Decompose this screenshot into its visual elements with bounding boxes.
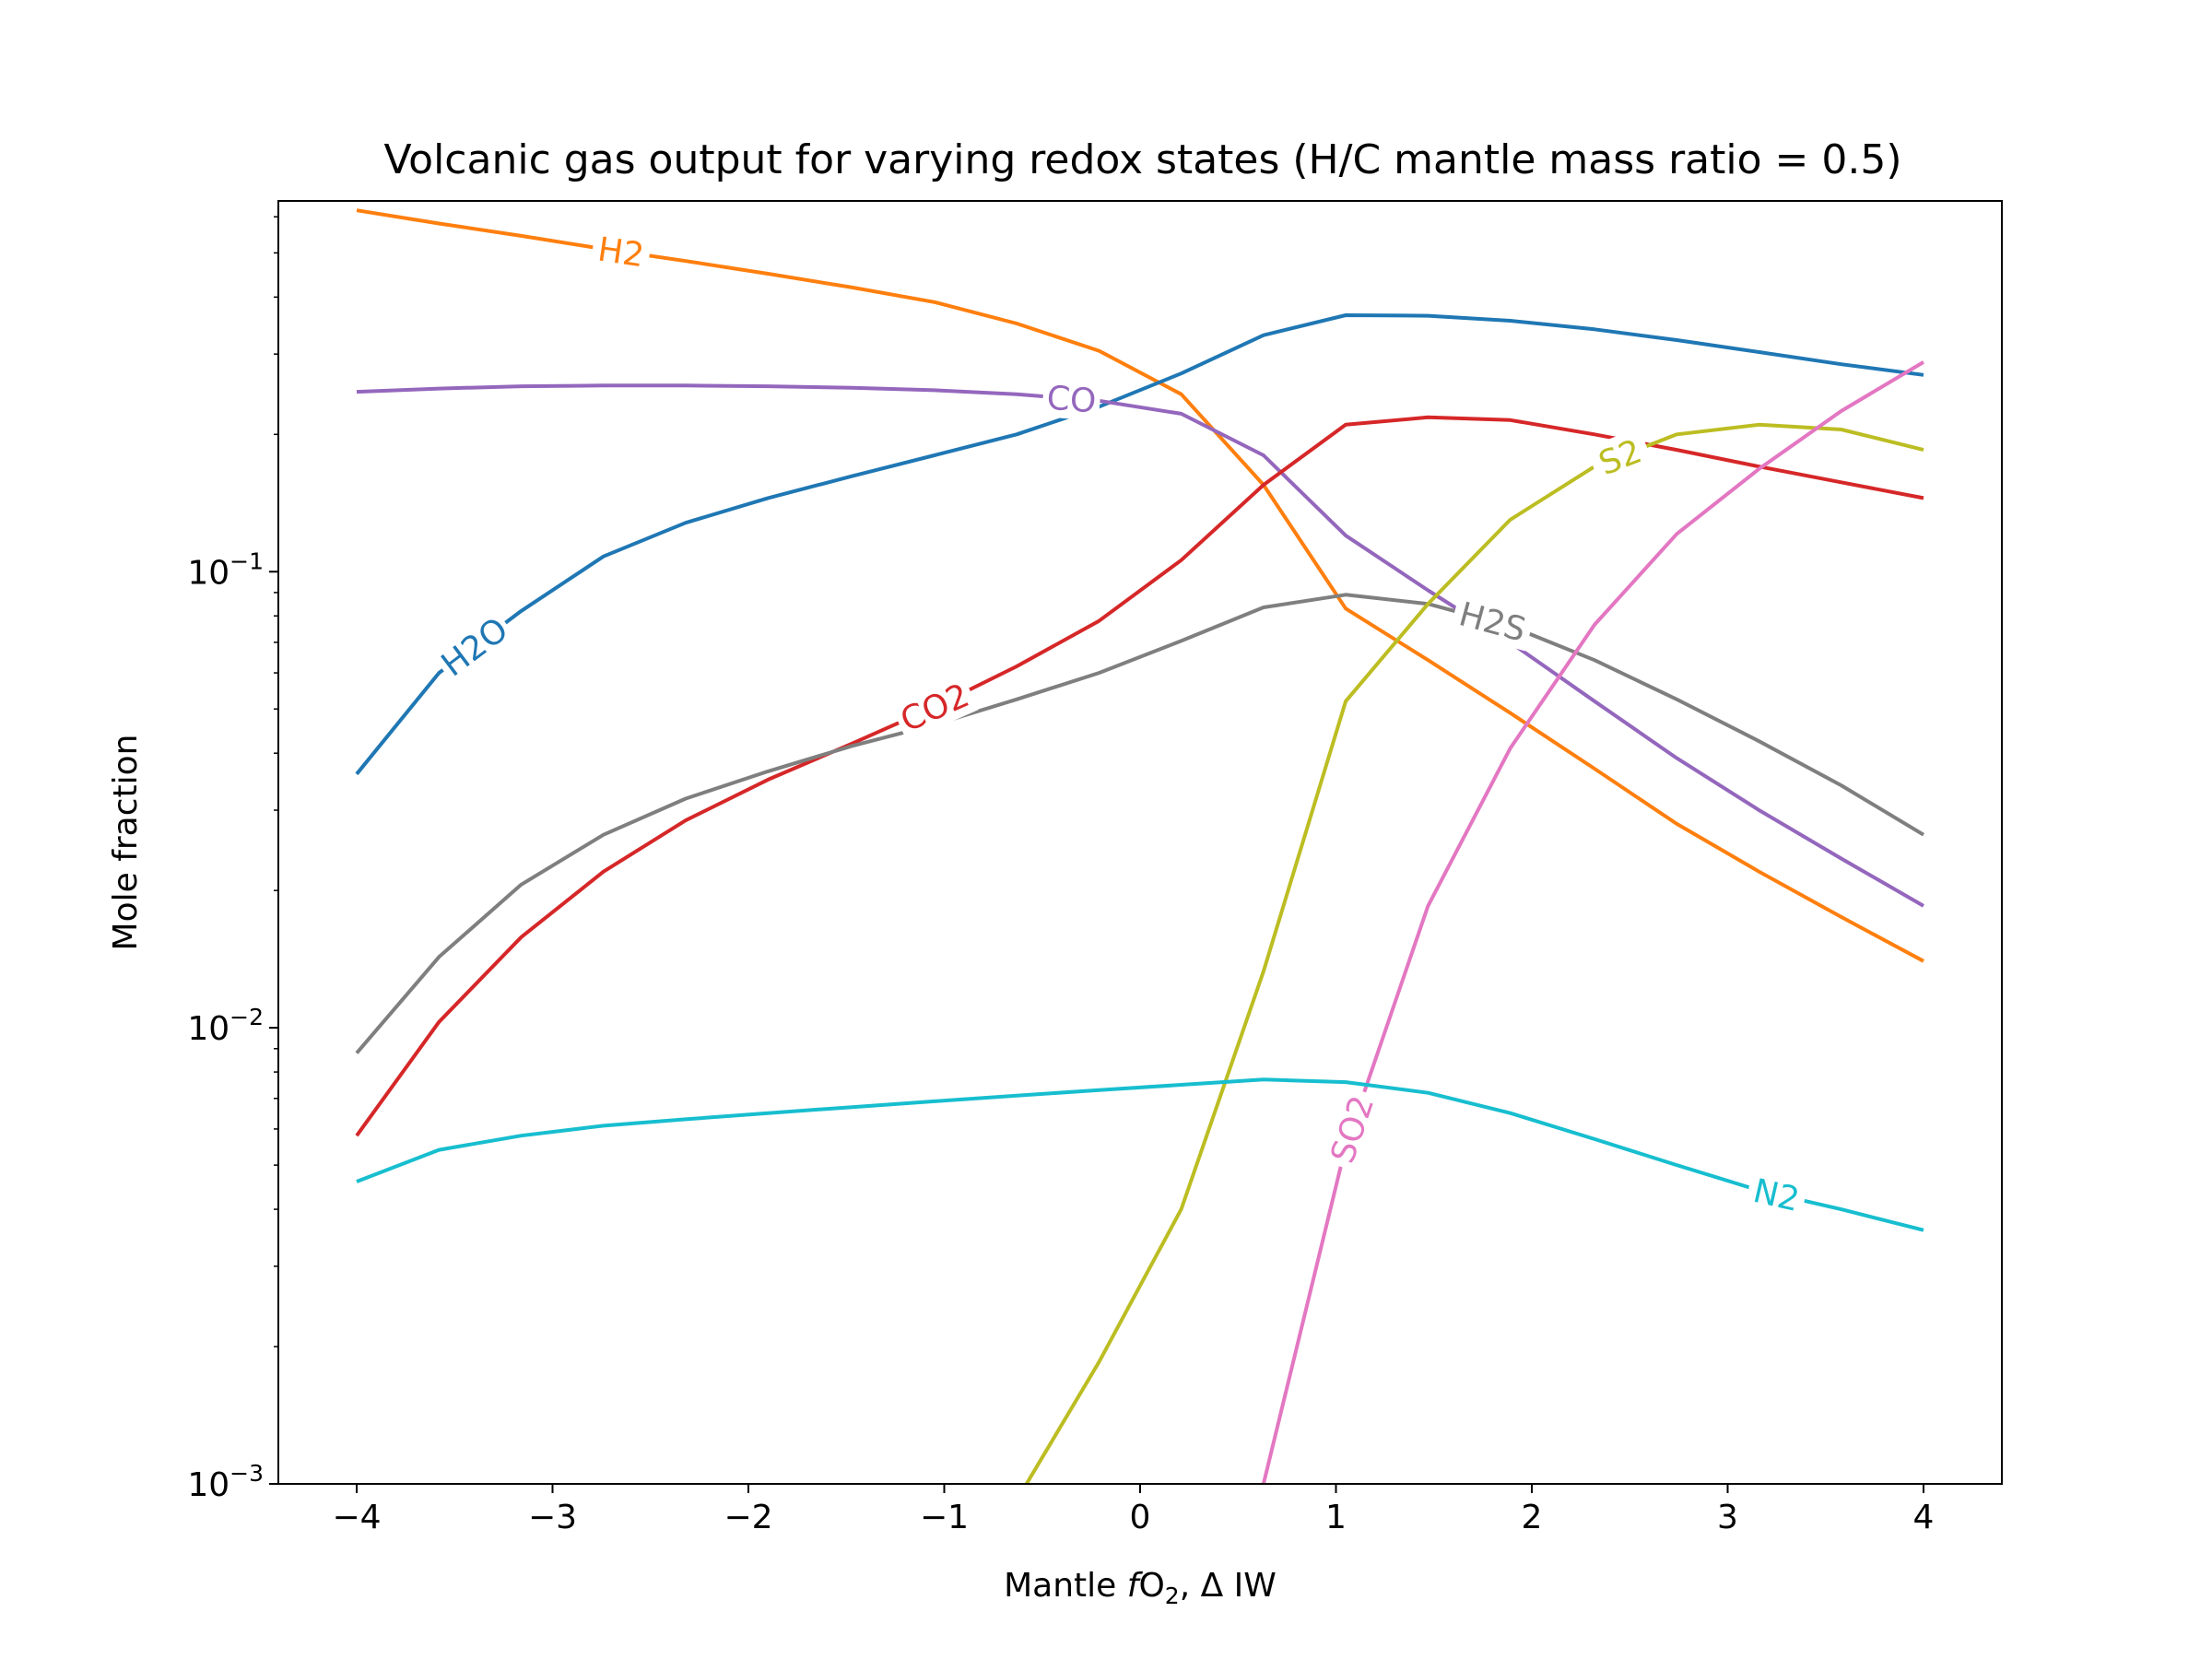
x-tick-label: −1 bbox=[920, 1499, 969, 1536]
x-axis: −4 −3 −2 −1 0 1 2 3 4 bbox=[332, 1484, 1934, 1536]
x-tick-label: −2 bbox=[724, 1499, 772, 1536]
x-tick-label: −3 bbox=[528, 1499, 577, 1536]
y-tick-label: 10−1 bbox=[187, 547, 264, 592]
x-tick-label: −4 bbox=[332, 1499, 381, 1536]
series-label-backdrop bbox=[1041, 376, 1102, 421]
series-line-s2 bbox=[1024, 422, 1924, 1484]
y-tick-label: 10−3 bbox=[187, 1460, 264, 1504]
series-label-h2s: H2S bbox=[1449, 591, 1536, 652]
series-line-h2o bbox=[355, 313, 1924, 776]
y-axis-label: Mole fraction bbox=[107, 735, 145, 951]
series-label-backdrop bbox=[1585, 427, 1654, 487]
x-tick-label: 1 bbox=[1325, 1499, 1347, 1536]
y-axis: 10−1 10−2 10−3 bbox=[187, 216, 278, 1504]
series-line-so2 bbox=[1261, 360, 1925, 1484]
series-label-backdrop bbox=[1319, 1085, 1384, 1173]
x-tick-label: 2 bbox=[1522, 1499, 1543, 1536]
y-tick-label: 10−2 bbox=[187, 1004, 264, 1048]
series-label-backdrop bbox=[890, 672, 979, 742]
series-label-so2: SO2 bbox=[1319, 1085, 1384, 1173]
series-line-co2 bbox=[355, 415, 1924, 1137]
series-label-backdrop bbox=[1449, 591, 1536, 652]
x-axis-label: Mantle fO2, Δ IW bbox=[1004, 1567, 1277, 1609]
series-label-backdrop bbox=[1744, 1168, 1809, 1221]
series-layer bbox=[355, 208, 1925, 1484]
series-label-text: H2 bbox=[595, 230, 646, 275]
x-tick-label: 4 bbox=[1913, 1499, 1935, 1536]
series-line-h2s bbox=[355, 593, 1925, 1054]
series-label-text: CO bbox=[1045, 379, 1098, 420]
series-label-s2: S2 bbox=[1585, 427, 1654, 487]
x-tick-label: 0 bbox=[1130, 1499, 1151, 1536]
series-line-co bbox=[356, 383, 1924, 908]
series-label-co: CO bbox=[1041, 376, 1102, 421]
chart-title: Volcanic gas output for varying redox st… bbox=[383, 136, 1901, 183]
x-tick-label: 3 bbox=[1717, 1499, 1738, 1536]
series-line-n2 bbox=[356, 1077, 1924, 1232]
series-label-h2: H2 bbox=[590, 227, 653, 276]
series-label-backdrop bbox=[590, 227, 653, 276]
series-label-backdrop bbox=[430, 606, 518, 687]
